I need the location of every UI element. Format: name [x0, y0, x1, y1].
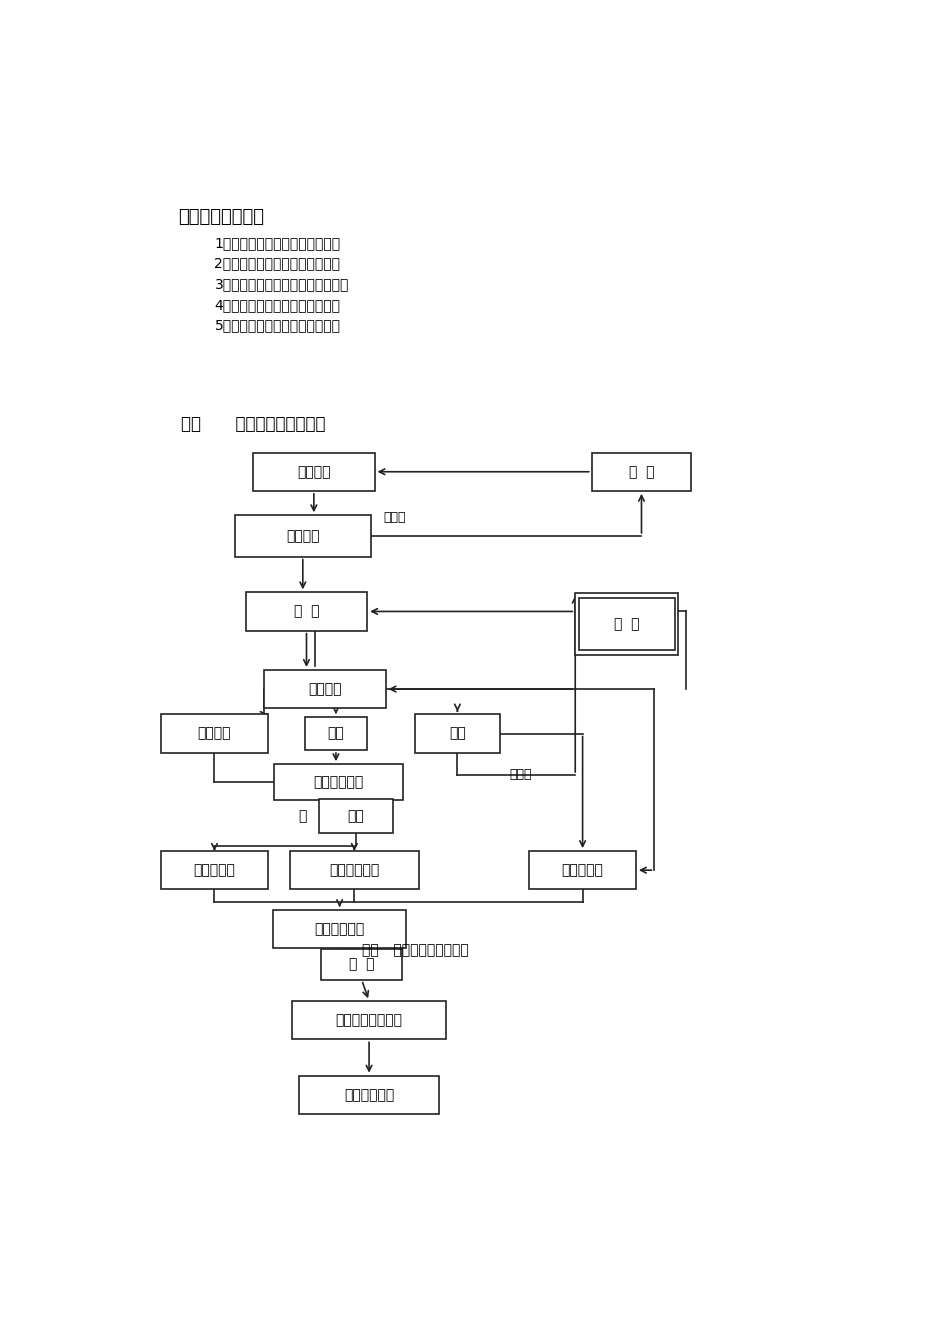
Text: 材料进场施工: 材料进场施工: [314, 922, 365, 937]
Bar: [529, 851, 636, 890]
Text: 监理检查: 监理检查: [286, 530, 319, 543]
Text: 合  格: 合 格: [349, 957, 374, 972]
Text: 3、室内给排水工程监理程序见图三: 3、室内给排水工程监理程序见图三: [215, 277, 349, 292]
Text: 4、室外给水工程监理程序见图四: 4、室外给水工程监理程序见图四: [215, 298, 340, 312]
Text: 材料进场: 材料进场: [308, 681, 342, 696]
Bar: [319, 800, 392, 833]
Bar: [162, 715, 268, 753]
Text: 封  样: 封 样: [294, 605, 319, 618]
Text: 进行一下工序: 进行一下工序: [344, 1087, 394, 1102]
Text: 签署质检合格意见: 签署质检合格意见: [335, 1013, 403, 1027]
Bar: [274, 910, 406, 949]
Bar: [592, 453, 692, 491]
Bar: [235, 515, 370, 556]
Text: 2、工序交接检验监理程序见图二: 2、工序交接检验监理程序见图二: [215, 257, 340, 270]
Bar: [290, 851, 419, 890]
Bar: [305, 716, 368, 750]
Text: 师: 师: [298, 809, 307, 824]
Text: 送检: 送检: [449, 727, 466, 741]
Text: 会同现场检: 会同现场检: [194, 863, 236, 878]
Text: 退  样: 退 样: [629, 465, 655, 478]
Bar: [292, 1001, 446, 1039]
Text: 图二   工序交接检验程序图: 图二 工序交接检验程序图: [362, 943, 468, 957]
Text: 合格: 合格: [348, 809, 364, 824]
Bar: [274, 765, 403, 800]
Bar: [264, 669, 386, 708]
Bar: [253, 453, 374, 491]
Bar: [321, 949, 402, 980]
Text: 不合格: 不合格: [384, 511, 407, 524]
Bar: [575, 593, 678, 655]
Bar: [415, 715, 500, 753]
Text: 5、室外排水工程监理程序见图五: 5、室外排水工程监理程序见图五: [215, 319, 340, 332]
Bar: [299, 1075, 439, 1114]
Bar: [162, 851, 268, 890]
Text: 退  货: 退 货: [614, 617, 639, 630]
Text: 1、材料质量检验监理程序见图一: 1、材料质量检验监理程序见图一: [215, 235, 341, 250]
Bar: [579, 598, 674, 649]
Bar: [246, 593, 368, 630]
Text: 图一      材料质量检验程序图: 图一 材料质量检验程序图: [181, 415, 326, 433]
Text: 现场检验: 现场检验: [198, 727, 231, 741]
Text: 材料送样: 材料送样: [297, 465, 331, 478]
Text: 自检: 自检: [328, 727, 344, 741]
Text: 不合格: 不合格: [509, 769, 531, 781]
Text: 通知监理工程: 通知监理工程: [314, 775, 363, 789]
Text: 试验室检验: 试验室检验: [561, 863, 603, 878]
Text: 签署材料认证: 签署材料认证: [330, 863, 379, 878]
Text: 三、监理工作流程: 三、监理工作流程: [178, 208, 264, 226]
